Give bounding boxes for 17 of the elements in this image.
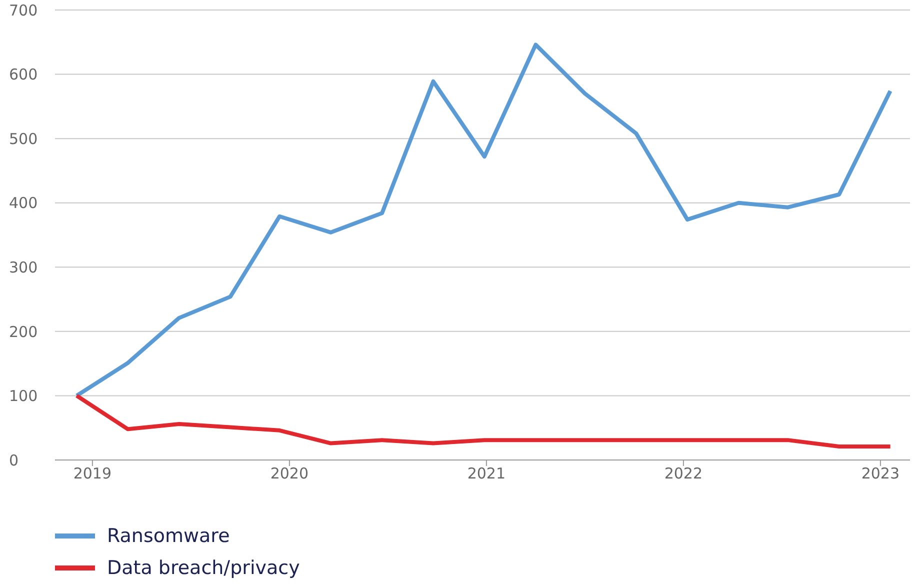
x-tick-label: 2023 bbox=[861, 464, 900, 483]
x-tick-label: 2019 bbox=[73, 464, 112, 483]
y-tick-label: 500 bbox=[9, 130, 38, 148]
y-tick-label: 100 bbox=[9, 387, 38, 406]
y-tick-label: 300 bbox=[9, 258, 38, 276]
x-tick-label: 2021 bbox=[467, 464, 506, 483]
x-tick-label: 2020 bbox=[270, 464, 309, 483]
y-tick-label: 400 bbox=[9, 194, 38, 212]
y-tick-label: 600 bbox=[9, 66, 38, 84]
y-tick-label: 0 bbox=[9, 451, 19, 470]
y-tick-label: 700 bbox=[9, 1, 38, 20]
line-series bbox=[74, 394, 892, 448]
legend-label: Ransomware bbox=[107, 524, 230, 549]
y-tick-label: 200 bbox=[9, 322, 38, 341]
legend-label: Data breach/privacy bbox=[107, 556, 300, 581]
x-tick-label: 2022 bbox=[664, 464, 703, 483]
line-series bbox=[74, 42, 892, 398]
